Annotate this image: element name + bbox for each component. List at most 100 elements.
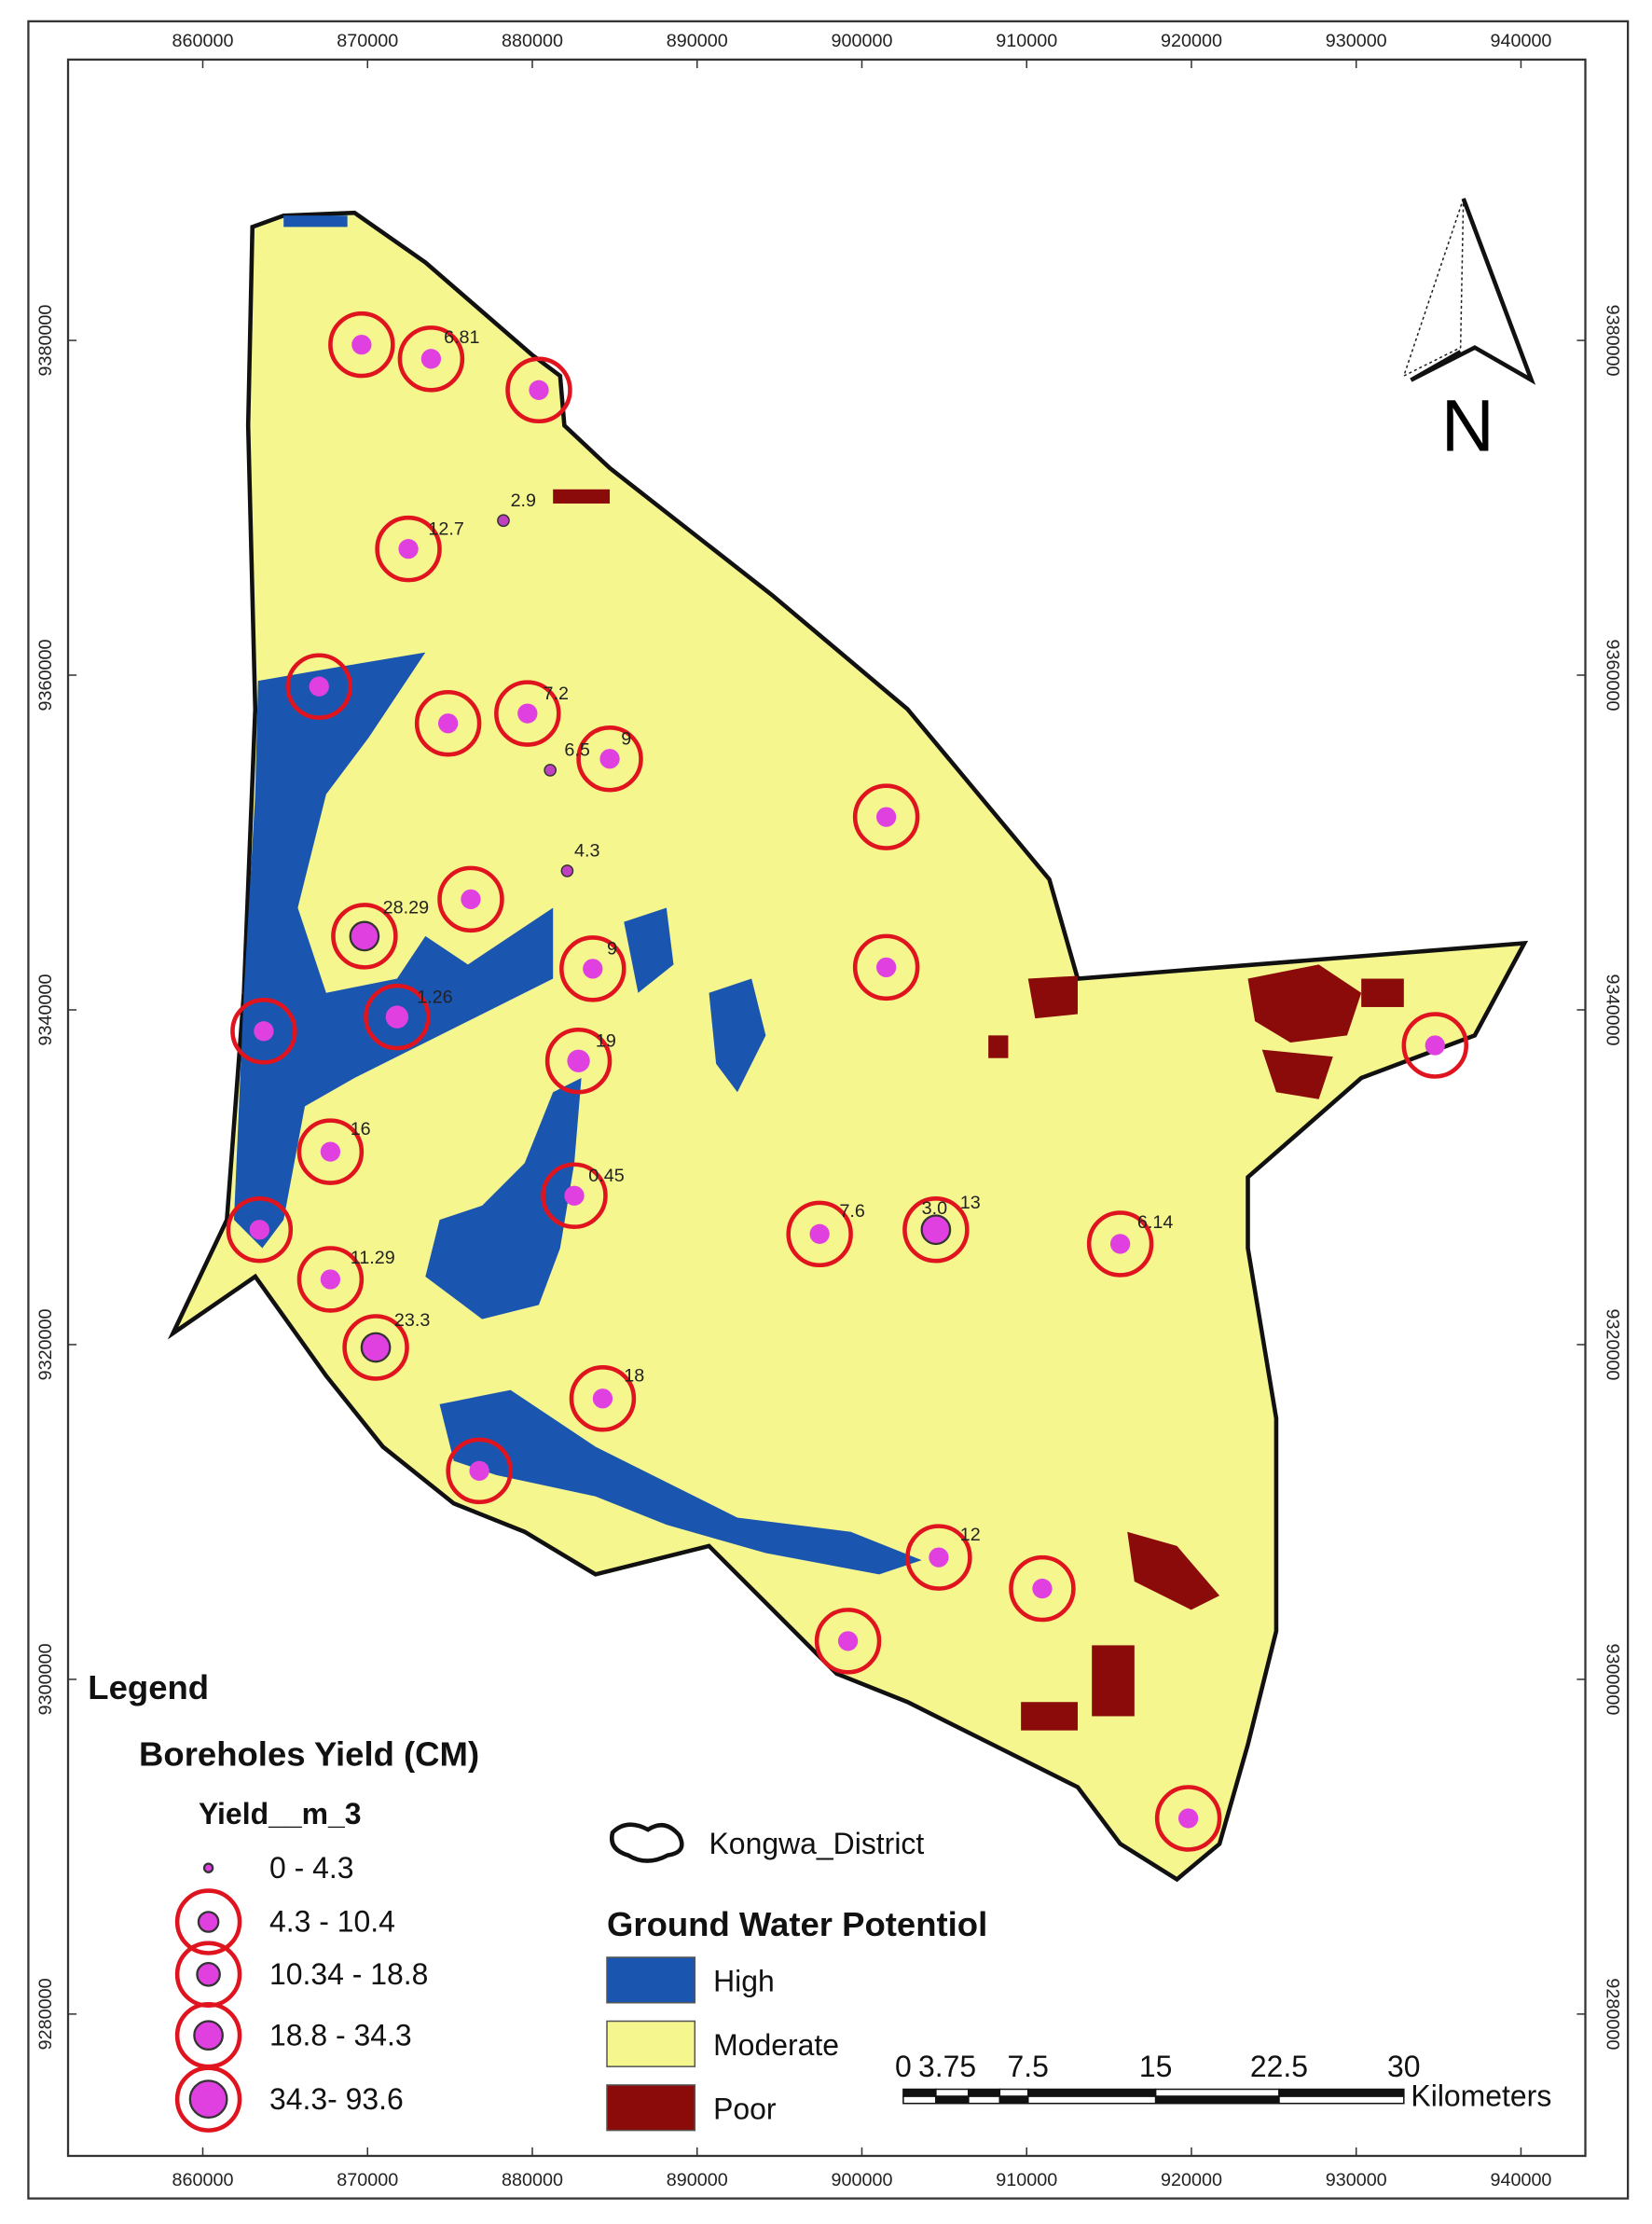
- borehole-dot: [599, 749, 620, 769]
- borehole-dot: [420, 349, 442, 369]
- scale-segment: [1154, 2095, 1280, 2105]
- x-tick-label: 900000: [831, 2170, 892, 2190]
- scale-segment: [1278, 2095, 1405, 2105]
- poor-potential-zones: [553, 489, 1404, 1731]
- borehole-ring: [544, 1027, 613, 1095]
- x-tick-label: 870000: [337, 2170, 398, 2190]
- borehole-label: 16: [351, 1119, 371, 1140]
- borehole-label: 9: [607, 939, 617, 960]
- borehole-ring: [375, 515, 442, 583]
- scale-label: 22.5: [1250, 2050, 1308, 2083]
- x-tick-label: 930000: [1326, 31, 1387, 51]
- borehole-dot: [875, 957, 897, 978]
- scale-segment: [1026, 2088, 1157, 2097]
- borehole-label: 12.7: [428, 518, 463, 539]
- scale-label: 3.75: [918, 2050, 976, 2083]
- y-tick-label: 9280000: [35, 1978, 56, 2050]
- borehole-dot: [437, 713, 459, 734]
- north-arrow: N: [1402, 198, 1536, 467]
- y-tick-label: 9320000: [1602, 1308, 1622, 1380]
- borehole-dot: [309, 676, 329, 697]
- borehole-label: 18: [624, 1365, 644, 1386]
- y-tick-label: 9300000: [1602, 1643, 1622, 1715]
- borehole-label: 19: [596, 1031, 616, 1052]
- borehole-ring: [285, 653, 352, 720]
- x-tick-label: 860000: [172, 31, 234, 51]
- legend-dot: [202, 1862, 214, 1873]
- borehole-ring: [786, 1200, 853, 1268]
- borehole-dot: [1177, 1808, 1199, 1829]
- scale-segment: [998, 2088, 1029, 2097]
- x-tick-label: 870000: [337, 31, 398, 51]
- borehole-ring: [494, 680, 561, 747]
- map-frame: [66, 58, 1587, 2158]
- x-tick-label: 920000: [1161, 31, 1222, 51]
- x-tick-label: 930000: [1326, 2170, 1387, 2190]
- borehole-dot: [592, 1388, 613, 1409]
- scale-label: 15: [1139, 2050, 1173, 2083]
- borehole-dot: [1109, 1234, 1131, 1254]
- borehole-ring: [397, 325, 465, 393]
- borehole-dot: [469, 1460, 489, 1481]
- outer-frame: [27, 20, 1630, 2200]
- borehole-ring: [1154, 1785, 1222, 1852]
- borehole-dot: [929, 1547, 949, 1568]
- legend-swatch: [606, 2084, 696, 2132]
- borehole-label: 4.3: [574, 841, 599, 862]
- borehole-ring: [296, 1118, 365, 1185]
- y-tick-label: 9360000: [35, 640, 56, 711]
- borehole-label: 11.29: [351, 1248, 395, 1268]
- borehole-ring: [505, 356, 572, 424]
- borehole-ring: [569, 1365, 637, 1432]
- scale-segment: [998, 2095, 1029, 2105]
- borehole-ring: [852, 933, 920, 1001]
- borehole-label: 23.3: [394, 1310, 430, 1331]
- borehole-dot: [1425, 1035, 1445, 1056]
- scale-segment: [968, 2095, 1001, 2105]
- legend-label: 34.3- 93.6: [269, 2082, 404, 2116]
- yield-legend: 0 - 4.3 4.3 - 10.4 10.34 - 18.8 18.8 - 34.3…: [174, 1851, 428, 2133]
- legend-dot: [188, 2079, 228, 2120]
- x-tick-label: 900000: [831, 31, 892, 51]
- scale-bar: 0 3.75 7.5 15 22.5 30: [895, 2050, 1421, 2105]
- borehole-dot: [517, 703, 538, 724]
- borehole-ring: [331, 903, 398, 970]
- legend-dot: [197, 1911, 220, 1933]
- x-tick-label: 910000: [996, 31, 1057, 51]
- borehole-label: 3.0: [922, 1198, 947, 1219]
- y-tick-label: 9340000: [1602, 974, 1622, 1046]
- borehole-dot: [529, 380, 549, 400]
- borehole-label: 7.6: [839, 1201, 864, 1222]
- borehole-dot: [351, 334, 372, 355]
- borehole-ring: [364, 983, 431, 1051]
- borehole-label: 6.14: [1137, 1212, 1173, 1233]
- borehole-label: 7.2: [544, 684, 569, 704]
- scale-unit: Kilometers: [1411, 2079, 1551, 2113]
- potential-legend: High Moderate Poor: [606, 1956, 839, 2132]
- borehole-label: 1.26: [417, 987, 452, 1007]
- legend-label: 18.8 - 34.3: [269, 2018, 412, 2051]
- scale-label: 7.5: [1008, 2050, 1049, 2083]
- boreholes: 6.81 2.9 12.7 7.2 6.5 9 4.3 28.29 9 1.26 19 16 0.45 7…: [226, 311, 1469, 1852]
- borehole-ring: [230, 998, 297, 1065]
- borehole-ring: [902, 1196, 970, 1264]
- borehole-ring: [559, 935, 626, 1002]
- borehole-dot: [567, 1049, 590, 1072]
- x-tick-label: 880000: [502, 31, 563, 51]
- scale-segment: [968, 2088, 1001, 2097]
- legend-dot: [193, 2020, 224, 2051]
- borehole-label: 13: [960, 1193, 981, 1213]
- borehole-ring: [226, 1196, 294, 1264]
- legend-ring: [174, 1888, 242, 1955]
- high-potential-zones: [233, 215, 922, 1575]
- legend-label: Moderate: [713, 2028, 839, 2062]
- borehole-dot: [461, 889, 481, 909]
- borehole-ring: [437, 865, 504, 933]
- borehole-ring: [1401, 1012, 1469, 1079]
- graticule: 860000 860000 870000 870000 880000 880000 8900…: [35, 31, 1623, 2190]
- legend-swatch: [606, 2020, 696, 2067]
- legend-dot: [196, 1961, 221, 1987]
- boundary-label: Kongwa_District: [709, 1827, 925, 1860]
- potential-title: Ground Water Potentiol: [607, 1905, 987, 1943]
- borehole-dot: [320, 1269, 341, 1290]
